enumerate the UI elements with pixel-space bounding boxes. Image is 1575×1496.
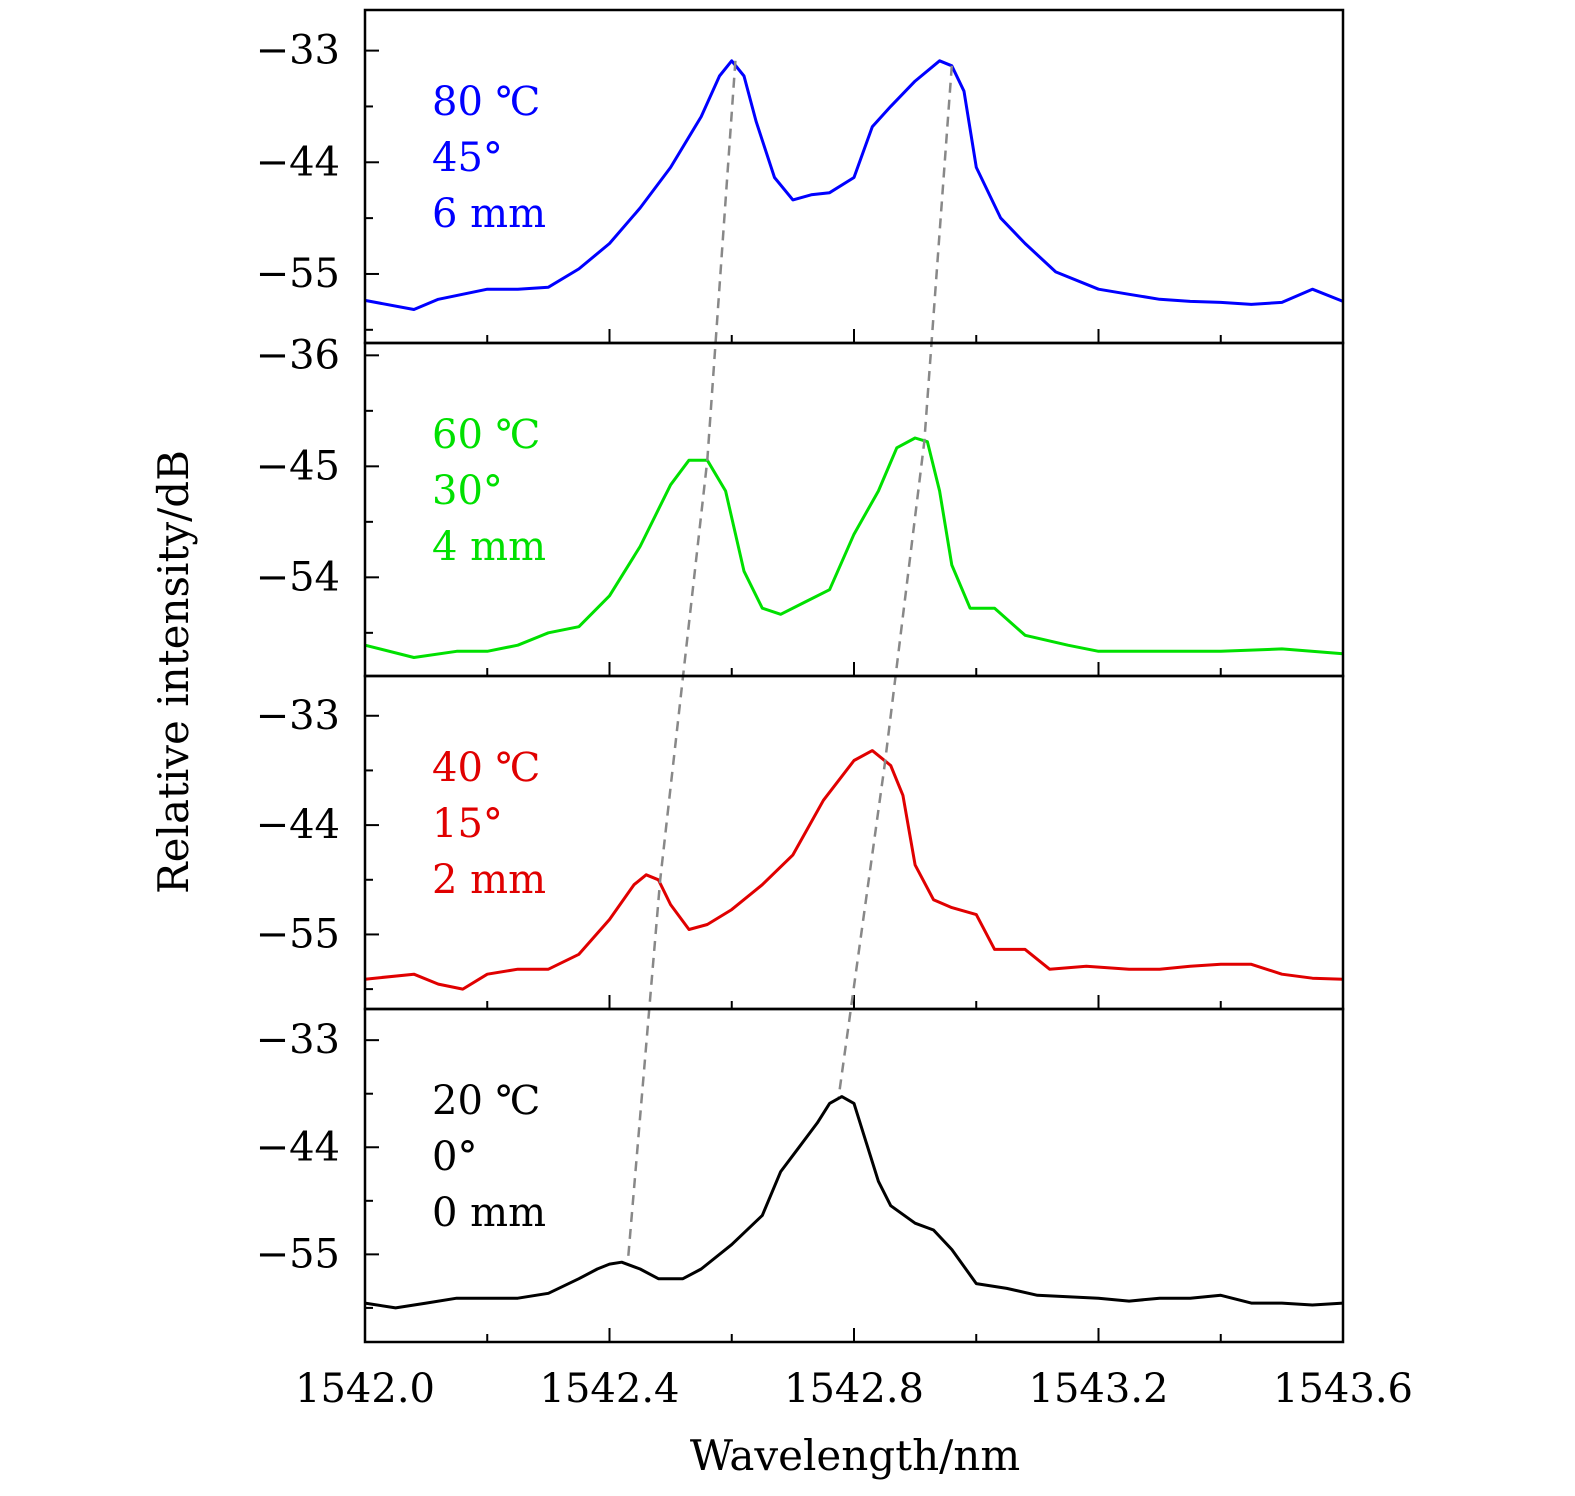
- y-tick-label: −33: [256, 693, 340, 739]
- panel-annotation: 2 mm: [432, 857, 546, 903]
- panel-border: [363, 674, 1345, 1011]
- y-tick-label: −45: [256, 443, 340, 489]
- panel-annotation: 30°: [432, 468, 503, 514]
- plot-frame: [363, 8, 1345, 1344]
- panel-annotation: 80 ℃: [432, 79, 540, 125]
- x-axis-label: Wavelength/nm: [690, 1431, 1020, 1480]
- panel-4: −33 −44 −55 20 ℃ 0° 0 mm: [256, 1017, 1344, 1342]
- panel-annotation: 0 mm: [432, 1190, 546, 1236]
- guide-line-right-peak: [837, 65, 954, 1097]
- y-tick-label: −33: [256, 1017, 340, 1063]
- guide-line-left-peak: [626, 60, 737, 1263]
- y-tick-label: −44: [256, 139, 340, 185]
- panel-annotation: 15°: [432, 801, 503, 847]
- series-line: [364, 749, 1344, 991]
- x-axis: 1542.0 1542.4 1542.8 1543.2 1543.6: [295, 1366, 1413, 1412]
- y-tick-label: −55: [256, 911, 340, 957]
- panel-2: −36 −45 −54 60 ℃ 30° 4 mm: [256, 332, 1344, 676]
- panel-annotation: 4 mm: [432, 524, 546, 570]
- x-tick-label: 1543.2: [1029, 1366, 1169, 1412]
- panel-annotation: 40 ℃: [432, 745, 540, 791]
- y-tick-label: −55: [256, 1231, 340, 1277]
- y-tick-label: −55: [256, 251, 340, 297]
- panel-border: [363, 341, 1345, 678]
- y-tick-label: −44: [256, 1124, 340, 1170]
- y-tick-label: −33: [256, 28, 340, 74]
- panel-border: [363, 1007, 1345, 1344]
- series-line: [364, 59, 1344, 311]
- panel-annotation: 6 mm: [432, 191, 546, 237]
- x-tick-label: 1543.6: [1273, 1366, 1413, 1412]
- panel-annotation: 45°: [432, 135, 503, 181]
- panel-annotation: 20 ℃: [432, 1078, 540, 1124]
- guide-lines: [626, 60, 954, 1263]
- panel-1: −33 −44 −55 80 ℃ 45° 6 mm: [256, 28, 1344, 343]
- y-tick-label: −36: [256, 332, 340, 378]
- y-tick-label: −54: [256, 554, 340, 600]
- panels-layer: −33 −44 −55 80 ℃ 45° 6 mm −36 −45 −54 60 ℃ 30° 4 mm…: [256, 28, 1344, 1342]
- x-tick-label: 1542.0: [295, 1366, 435, 1412]
- series-line: [364, 436, 1344, 659]
- panel-annotation: 0°: [432, 1134, 477, 1180]
- y-axis-label: Relative intensity/dB: [149, 450, 198, 894]
- y-tick-label: −44: [256, 802, 340, 848]
- x-tick-label: 1542.8: [784, 1366, 924, 1412]
- panel-3: −33 −44 −55 40 ℃ 15° 2 mm: [256, 693, 1344, 1009]
- x-tick-label: 1542.4: [540, 1366, 680, 1412]
- panel-annotation: 60 ℃: [432, 412, 540, 458]
- series-line: [364, 1095, 1344, 1310]
